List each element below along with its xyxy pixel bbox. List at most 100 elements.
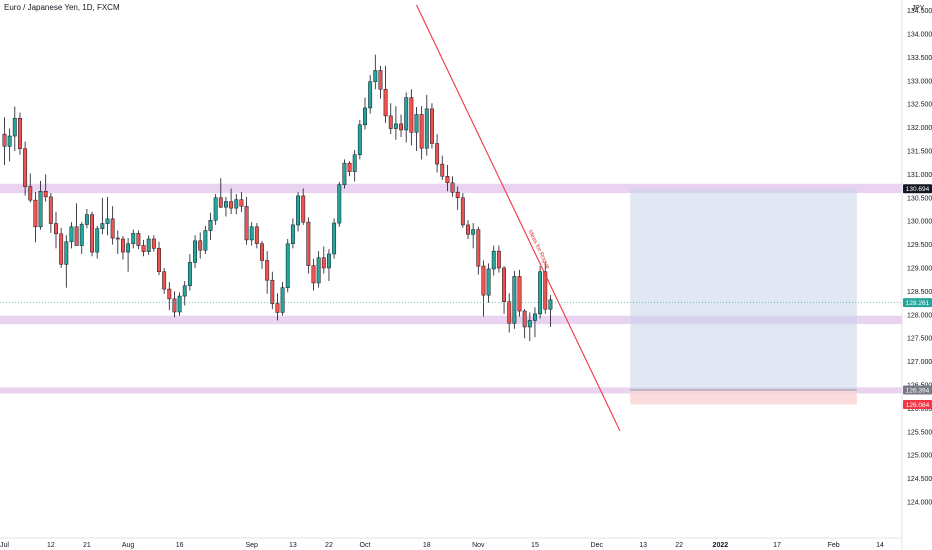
candle (496, 245, 501, 273)
x-tick-label: 2022 (713, 542, 729, 549)
price-badge: 126.394 (903, 385, 932, 395)
candle-body-down (430, 108, 434, 144)
candle (466, 220, 470, 239)
candle-body-down (301, 195, 306, 223)
x-tick-label: 13 (289, 542, 297, 549)
candle-body-up (105, 218, 110, 224)
y-tick-label: 134.500 (907, 8, 932, 15)
candles-layer (2, 54, 553, 342)
candle (280, 282, 285, 316)
y-tick-label: 134.000 (907, 32, 932, 39)
candle (481, 260, 486, 317)
candle-body-down (517, 276, 522, 312)
candle (218, 178, 223, 209)
zone-band (0, 387, 902, 394)
candle-body-up (548, 299, 553, 310)
candle-body-up (177, 295, 182, 313)
position-stop-area[interactable] (630, 389, 857, 405)
y-tick-label: 128.000 (907, 312, 932, 319)
candle (435, 134, 440, 173)
trendline[interactable] (416, 4, 621, 432)
candle (533, 307, 537, 338)
candle (90, 211, 94, 257)
candle-body-up (280, 287, 285, 313)
candle-body-up (332, 222, 337, 255)
candle (187, 253, 192, 291)
x-tick-label: Aug (122, 542, 135, 549)
candle (54, 211, 58, 249)
price-badge-text: 126.394 (906, 387, 930, 394)
candle-body-down (162, 271, 167, 290)
candle-body-up (38, 190, 43, 228)
candle-body-down (466, 224, 470, 235)
candle-body-up (296, 195, 301, 226)
candle-body-down (2, 133, 7, 147)
candle (512, 270, 517, 329)
candle-body-down (399, 123, 404, 131)
x-tick-label: Dec (591, 542, 604, 549)
y-tick-label: 133.500 (907, 55, 932, 62)
candle (347, 161, 352, 177)
candle-body-down (435, 143, 440, 165)
candle-body-down (419, 114, 424, 149)
unit-label: JPY (912, 5, 925, 12)
candle-body-down (347, 162, 352, 172)
candle-body-down (172, 298, 177, 313)
candle (48, 193, 53, 233)
candle (538, 266, 543, 319)
candle-body-down (321, 257, 326, 269)
candle (373, 54, 378, 90)
y-tick-label: 124.500 (907, 476, 932, 483)
candle (105, 196, 110, 236)
y-tick-label: 128.500 (907, 289, 932, 296)
candle (229, 188, 234, 215)
candle (157, 241, 161, 276)
candle (414, 107, 419, 151)
y-tick-label: 131.500 (907, 149, 932, 156)
y-tick-label: 129.500 (907, 242, 932, 249)
candle-body-up (316, 257, 321, 284)
candle-body-up (533, 313, 537, 321)
candle (316, 251, 321, 288)
candle-body-up (234, 199, 239, 209)
y-tick-label: 126.000 (907, 406, 932, 413)
candle-body-down (23, 148, 28, 187)
price-badge-text: 130.694 (906, 186, 930, 193)
candle-body-up (208, 220, 213, 231)
candle (491, 245, 496, 276)
candle-body-down (543, 271, 548, 310)
candle (260, 240, 264, 269)
x-tick-label: Jul (0, 542, 9, 549)
candle (548, 295, 553, 327)
candle-body-up (213, 197, 218, 221)
candle-body-up (290, 224, 295, 244)
candle-body-down (450, 182, 455, 193)
position-target-area[interactable] (630, 188, 857, 390)
y-tick-label: 130.000 (907, 219, 932, 226)
candle (28, 173, 33, 203)
y-tick-label: 131.000 (907, 172, 932, 179)
candle (471, 223, 476, 249)
candle-body-down (244, 205, 249, 241)
candle (33, 192, 38, 243)
candle (337, 181, 342, 227)
candle-body-down (48, 196, 53, 224)
y-tick-label: 125.500 (907, 429, 932, 436)
x-tick-label: Sep (245, 542, 258, 549)
candle-body-down (496, 250, 501, 269)
candle-body-down (43, 190, 48, 198)
price-badge-bg (903, 399, 932, 409)
candle-body-up (7, 135, 12, 147)
candle (393, 106, 398, 140)
candle-body-up (100, 223, 105, 229)
y-ticks-layer: 124.000124.500125.000125.500126.000126.5… (907, 8, 932, 506)
candle (146, 235, 151, 255)
candle (419, 106, 424, 160)
candle (527, 312, 532, 342)
candle (7, 128, 12, 162)
candle-body-down (502, 267, 507, 302)
candle (249, 222, 254, 246)
candle-body-down (275, 303, 280, 313)
candle-body-up (79, 224, 84, 246)
